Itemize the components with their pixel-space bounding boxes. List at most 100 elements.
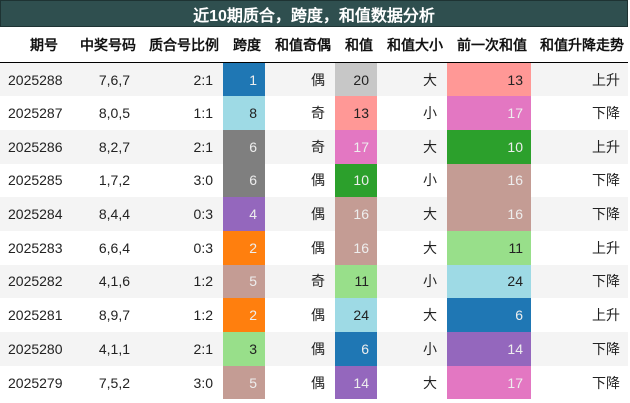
header-issue: 期号 [0, 28, 62, 63]
sum-cell: 16 [335, 197, 377, 231]
table-row: 2025287 8,0,5 1:1 8 奇 13 小 17 下降 [0, 96, 628, 130]
table-row: 2025285 1,7,2 3:0 6 偶 10 小 16 下降 [0, 163, 628, 198]
parity-cell: 偶 [265, 230, 335, 265]
ratio-cell: 1:1 [140, 96, 223, 130]
prev-sum-cell: 10 [447, 129, 531, 164]
parity-cell: 奇 [265, 96, 335, 130]
parity-cell: 偶 [265, 62, 335, 97]
sum-cell: 11 [335, 264, 377, 299]
header-prev-sum: 前一次和值 [447, 28, 531, 63]
trend-cell: 下降 [531, 163, 628, 198]
numbers-cell: 8,0,5 [62, 96, 140, 130]
sum-cell: 14 [335, 365, 377, 400]
parity-cell: 偶 [265, 163, 335, 198]
ratio-cell: 2:1 [140, 62, 223, 97]
parity-cell: 奇 [265, 129, 335, 164]
parity-cell: 偶 [265, 197, 335, 231]
ratio-cell: 1:2 [140, 298, 223, 332]
parity-cell: 偶 [265, 298, 335, 332]
prev-sum-cell: 13 [447, 62, 531, 97]
issue-cell: 2025285 [0, 163, 63, 198]
issue-cell: 2025288 [0, 62, 63, 97]
prev-sum-cell: 6 [447, 298, 531, 332]
table-row: 2025281 8,9,7 1:2 2 偶 24 大 6 上升 [0, 298, 628, 332]
parity-cell: 奇 [265, 264, 335, 299]
table-row: 2025282 4,1,6 1:2 5 奇 11 小 24 下降 [0, 264, 628, 299]
table-title: 近10期质合，跨度，和值数据分析 [0, 0, 628, 27]
size-cell: 大 [377, 62, 447, 97]
numbers-cell: 4,1,6 [62, 264, 140, 299]
table-row: 2025286 8,2,7 2:1 6 奇 17 大 10 上升 [0, 129, 628, 164]
span-cell: 5 [223, 264, 265, 299]
header-numbers: 中奖号码 [62, 28, 140, 63]
ratio-cell: 3:0 [140, 365, 223, 400]
prev-sum-cell: 14 [447, 332, 531, 366]
span-cell: 6 [223, 163, 265, 198]
issue-cell: 2025279 [0, 365, 63, 400]
numbers-cell: 8,9,7 [62, 298, 140, 332]
issue-cell: 2025287 [0, 96, 63, 130]
sum-cell: 13 [335, 96, 377, 130]
sum-cell: 20 [335, 62, 377, 97]
numbers-cell: 8,2,7 [62, 129, 140, 164]
span-cell: 6 [223, 129, 265, 164]
trend-cell: 下降 [531, 96, 628, 130]
trend-cell: 上升 [531, 129, 628, 164]
sum-cell: 24 [335, 298, 377, 332]
parity-cell: 偶 [265, 332, 335, 366]
numbers-cell: 6,6,4 [62, 230, 140, 265]
ratio-cell: 2:1 [140, 332, 223, 366]
span-cell: 5 [223, 365, 265, 400]
numbers-cell: 1,7,2 [62, 163, 140, 198]
span-cell: 3 [223, 332, 265, 366]
numbers-cell: 4,1,1 [62, 332, 140, 366]
ratio-cell: 0:3 [140, 197, 223, 231]
header-span: 跨度 [223, 28, 265, 63]
size-cell: 小 [377, 163, 447, 198]
span-cell: 4 [223, 197, 265, 231]
size-cell: 小 [377, 96, 447, 130]
ratio-cell: 0:3 [140, 230, 223, 265]
size-cell: 小 [377, 264, 447, 299]
header-size: 和值大小 [377, 28, 447, 63]
sum-cell: 17 [335, 129, 377, 164]
span-cell: 2 [223, 298, 265, 332]
trend-cell: 上升 [531, 62, 628, 97]
trend-cell: 下降 [531, 332, 628, 366]
issue-cell: 2025283 [0, 230, 63, 265]
header-row: 期号 中奖号码 质合号比例 跨度 和值奇偶 和值 和值大小 前一次和值 和值升降… [0, 28, 628, 63]
issue-cell: 2025282 [0, 264, 63, 299]
numbers-cell: 7,5,2 [62, 365, 140, 400]
numbers-cell: 7,6,7 [62, 62, 140, 97]
size-cell: 大 [377, 197, 447, 231]
span-cell: 8 [223, 96, 265, 130]
size-cell: 大 [377, 129, 447, 164]
table-row: 2025284 8,4,4 0:3 4 偶 16 大 16 下降 [0, 197, 628, 231]
trend-cell: 下降 [531, 365, 628, 400]
prev-sum-cell: 17 [447, 365, 531, 400]
sum-cell: 6 [335, 332, 377, 366]
prev-sum-cell: 16 [447, 163, 531, 198]
prev-sum-cell: 24 [447, 264, 531, 299]
issue-cell: 2025281 [0, 298, 63, 332]
size-cell: 小 [377, 332, 447, 366]
size-cell: 大 [377, 230, 447, 265]
header-parity: 和值奇偶 [265, 28, 335, 63]
prev-sum-cell: 16 [447, 197, 531, 231]
prev-sum-cell: 11 [447, 230, 531, 265]
span-cell: 1 [223, 62, 265, 97]
issue-cell: 2025286 [0, 129, 63, 164]
trend-cell: 下降 [531, 264, 628, 299]
header-trend: 和值升降走势 [531, 28, 628, 63]
issue-cell: 2025280 [0, 332, 63, 366]
trend-cell: 下降 [531, 197, 628, 231]
ratio-cell: 3:0 [140, 163, 223, 198]
header-ratio: 质合号比例 [140, 28, 223, 63]
sum-cell: 16 [335, 230, 377, 265]
span-cell: 2 [223, 230, 265, 265]
header-sum: 和值 [335, 28, 377, 63]
table-row: 2025288 7,6,7 2:1 1 偶 20 大 13 上升 [0, 62, 628, 97]
table-row: 2025283 6,6,4 0:3 2 偶 16 大 11 上升 [0, 230, 628, 265]
ratio-cell: 1:2 [140, 264, 223, 299]
